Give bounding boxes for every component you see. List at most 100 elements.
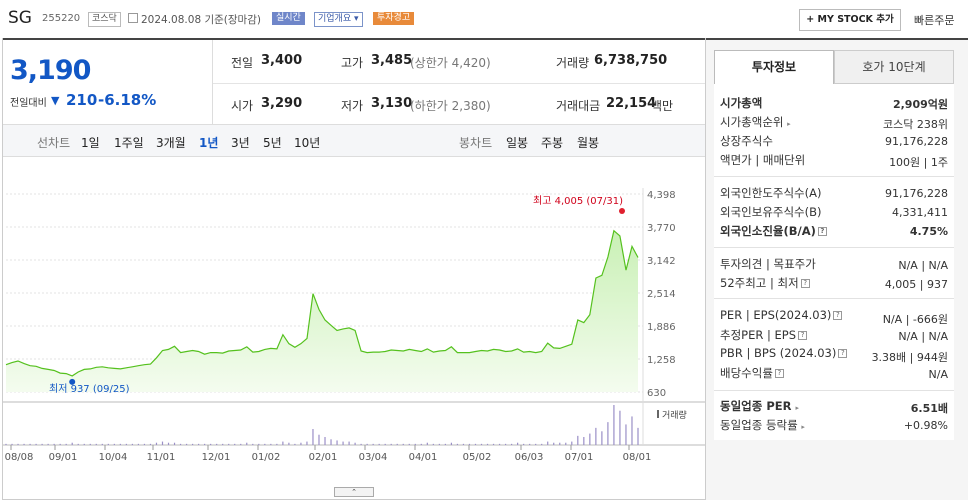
tab-1w[interactable]: 1주일 [114,136,144,150]
low-label: 저가 [341,99,364,113]
volume-bar [204,443,206,445]
volume-bar [89,443,91,445]
y-tick-label: 3,770 [647,223,676,234]
volume-bar [300,442,302,445]
volume-label: 거래량 [662,409,687,421]
info-divider-3 [714,298,954,299]
volume-bar [179,443,182,445]
realtime-badge[interactable]: 실시간 [272,12,305,25]
tab-daily[interactable]: 일봉 [506,136,529,150]
sector-rate-label[interactable]: 동일업종 등락률 ▸ [720,417,805,433]
volume-bar [360,443,362,445]
par-value: 100원 | 1주 [889,156,948,169]
x-tick-label: 02/01 [309,452,338,463]
tab-10y[interactable]: 10년 [294,136,321,150]
collapse-handle[interactable]: ⌃ [334,487,374,497]
volume-bar [432,443,434,445]
volume-bar [228,443,230,445]
candle-chart-label: 봉차트 [459,136,493,150]
x-tick-label: 05/02 [463,452,492,463]
info-box [714,84,954,440]
my-stock-add-button[interactable]: + MY STOCK 추가 [799,9,901,31]
help-icon[interactable]: ? [798,331,808,340]
high-value: 3,485 [371,53,413,68]
volume-bar [342,441,344,445]
volume-bar [390,443,392,445]
header-divider [2,38,706,40]
tab-3y[interactable]: 3년 [231,136,250,150]
volume-bar [131,443,133,445]
opinion-value: N/A | N/A [898,259,948,272]
volume-bar [191,443,194,445]
lower-limit: (하한가 2,380) [410,99,491,113]
volume-bar [535,443,537,445]
y-tick-label: 2,514 [647,289,676,300]
shares-value: 91,176,228 [885,135,948,148]
market-cap-rank-value: 코스닥 238위 [883,118,948,131]
tab-weekly[interactable]: 주봉 [541,136,564,150]
volume-bar [161,441,164,445]
market-cap-value: 2,909억원 [892,98,948,111]
volume-bar [11,443,13,445]
foreign-rate-value: 4.75% [909,225,948,238]
volume-bar [372,443,374,445]
current-price: 3,190 [10,55,91,86]
volume-bar [306,441,308,445]
volume-bar [240,443,242,445]
tab-orderbook[interactable]: 호가 10단계 [834,50,954,84]
tab-monthly[interactable]: 월봉 [577,136,600,150]
volume-bar [625,424,627,445]
foreign-hold-label: 외국인보유주식수(B) [720,205,822,219]
volume-legend-icon [657,410,659,418]
price-divider [212,40,213,124]
volume-bar [53,443,55,445]
opinion-label: 투자의견 | 목표주가 [720,257,816,271]
week52-text: 52주최고 | 최저 [720,276,799,290]
sector-rate-text: 동일업종 등락률 [720,418,798,432]
dividend-label: 배당수익률? [720,365,784,381]
amount-value: 22,154 [606,96,657,111]
market-badge: 코스닥 [88,12,121,27]
volume-bar [559,442,561,445]
y-tick-label: 4,398 [647,190,676,201]
volume-bar [637,427,639,445]
stock-name: SG [8,8,32,28]
company-overview-dropdown[interactable]: 기업개요 ▾ [314,12,363,27]
volume-bar [631,416,633,445]
volume-bar [324,437,326,445]
tab-3m[interactable]: 3개월 [156,136,186,150]
x-tick-label: 03/04 [359,452,388,463]
help-icon[interactable]: ? [800,279,810,288]
volume-bar [577,435,579,445]
volume-bar [264,443,266,445]
caret-right-icon: ▸ [787,120,791,128]
tab-1d[interactable]: 1일 [81,136,100,150]
help-icon[interactable]: ? [817,227,827,236]
info-divider-2 [714,247,954,248]
volume-value: 6,738,750 [594,53,668,68]
volume-bar [511,443,513,445]
quick-order-button[interactable]: 빠른주문 [914,14,955,27]
volume-bar [595,427,597,445]
sector-per-label[interactable]: 동일업종 PER ▸ [720,398,799,414]
volume-bar [143,443,146,445]
info-divider-4 [714,390,954,391]
volume-bar [29,443,31,445]
stats-divider [213,83,705,84]
volume-bar [607,422,609,445]
chevron-up-icon: ⌃ [351,488,357,496]
volume-bar [222,443,224,445]
price-line [5,229,639,377]
help-icon[interactable]: ? [833,311,843,320]
market-cap-rank-text: 시가총액순위 [720,115,784,129]
volume-bar [396,443,398,445]
volume-bar [35,443,37,445]
tab-1y[interactable]: 1년 [199,136,219,150]
tab-5y[interactable]: 5년 [263,136,282,150]
prev-close-label: 전일 [231,56,254,70]
help-icon[interactable]: ? [838,349,848,358]
info-divider-1 [714,176,954,177]
market-cap-label: 시가총액 [720,96,763,110]
help-icon[interactable]: ? [774,369,784,378]
tab-invest-info[interactable]: 투자정보 [714,50,834,84]
